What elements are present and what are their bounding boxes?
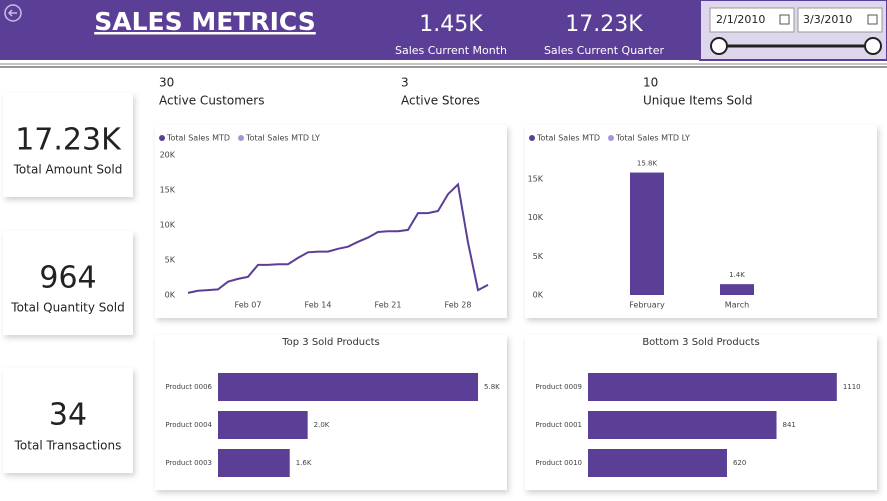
y-tick-label: Product 0006	[165, 383, 212, 391]
bar	[588, 373, 837, 401]
kpi-value: 17.23K	[565, 12, 643, 37]
bar	[218, 411, 308, 439]
data-label: 15.8K	[637, 160, 658, 168]
legend-marker	[529, 135, 535, 141]
kpi-label: Sales Current Month	[395, 44, 507, 57]
card-value: 34	[49, 398, 87, 433]
legend-label: Total Sales MTD LY	[245, 134, 320, 143]
x-tick-label: Feb 21	[375, 301, 402, 310]
card-label: Total Quantity Sold	[10, 301, 124, 315]
y-tick-label: Product 0010	[535, 459, 582, 467]
bar	[630, 172, 664, 295]
legend-marker	[159, 135, 165, 141]
kpi-value: 1.45K	[419, 12, 483, 37]
back-button[interactable]	[4, 4, 22, 22]
y-tick-label: 15K	[528, 174, 544, 183]
bar	[588, 449, 727, 477]
title: SALES METRICS	[94, 7, 315, 36]
calendar-icon	[867, 14, 878, 25]
y-tick-label: 10K	[160, 221, 176, 230]
chart-panel	[155, 335, 507, 490]
bar	[218, 449, 290, 477]
y-tick-label: 0K	[533, 291, 544, 300]
x-tick-label: Feb 07	[235, 301, 262, 310]
card-label: Total Transactions	[14, 439, 122, 453]
data-label: 1110	[843, 383, 861, 391]
header-bar	[0, 0, 700, 60]
back-arrow	[7, 9, 17, 17]
x-tick-label: Feb 28	[445, 301, 472, 310]
data-label: 1.4K	[729, 271, 745, 279]
stat-label: Active Customers	[159, 94, 264, 108]
stat-label: Active Stores	[401, 94, 480, 108]
y-tick-label: Product 0001	[535, 421, 582, 429]
stat-value: 10	[643, 76, 658, 90]
data-label: 2.0K	[314, 421, 330, 429]
kpi-label: Sales Current Quarter	[544, 44, 665, 57]
data-label: 620	[733, 459, 746, 467]
calendar-icon	[779, 14, 790, 25]
y-tick-label: 15K	[160, 186, 176, 195]
y-tick-label: Product 0009	[535, 383, 582, 391]
y-tick-label: Product 0003	[165, 459, 212, 467]
legend-marker	[238, 135, 245, 141]
y-tick-label: 5K	[533, 252, 544, 261]
stat-label: Unique Items Sold	[643, 94, 752, 108]
card-value: 17.23K	[15, 123, 122, 158]
data-label: 1.6K	[296, 459, 312, 467]
card	[3, 231, 133, 335]
slider-handle[interactable]	[710, 37, 728, 55]
chart-title: Bottom 3 Sold Products	[642, 337, 759, 348]
legend-label: Total Sales MTD	[536, 134, 600, 143]
x-tick-label: February	[629, 301, 665, 310]
x-tick-label: Feb 14	[305, 301, 332, 310]
stat-value: 3	[401, 76, 409, 90]
card-label: Total Amount Sold	[13, 163, 123, 177]
chart-title: Top 3 Sold Products	[281, 337, 380, 348]
chart-panel	[525, 125, 877, 318]
chart-panel	[155, 125, 507, 318]
legend-label: Total Sales MTD LY	[615, 134, 690, 143]
card	[3, 368, 133, 473]
stat-value: 30	[159, 76, 174, 90]
bar	[588, 411, 777, 439]
date-start: 2/1/2010	[716, 13, 765, 26]
line	[187, 182, 489, 294]
legend-label: Total Sales MTD	[166, 134, 230, 143]
bar	[218, 373, 479, 401]
y-tick-label: 10K	[528, 213, 544, 222]
y-tick-label: 5K	[165, 256, 176, 265]
y-tick-label: Product 0004	[165, 421, 212, 429]
data-label: 841	[783, 421, 796, 429]
date-end: 3/3/2010	[803, 13, 852, 26]
bar	[720, 284, 754, 295]
y-tick-label: 20K	[160, 151, 176, 160]
slider-handle[interactable]	[864, 37, 882, 55]
legend-marker	[608, 135, 615, 141]
y-tick-label: 0K	[165, 291, 176, 300]
x-tick-label: March	[725, 301, 749, 310]
card-value: 964	[39, 261, 96, 296]
card	[3, 93, 133, 197]
data-label: 5.8K	[484, 383, 500, 391]
